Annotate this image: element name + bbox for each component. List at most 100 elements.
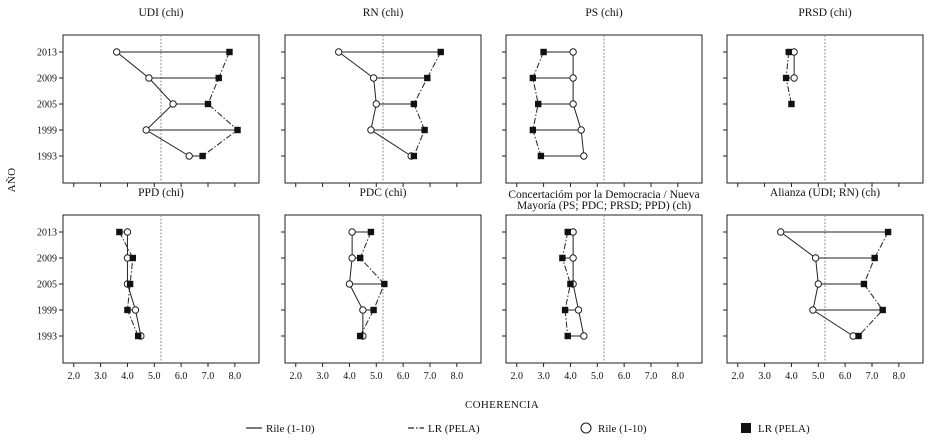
x-tick-label: 2.0 (289, 371, 302, 382)
y-tick-label: 1993 (37, 332, 57, 343)
rile-point (345, 280, 354, 288)
x-tick-label: 5.0 (591, 371, 604, 382)
panel-title: Concertacióm por la Democracia / Nueva (508, 189, 699, 201)
lr-point (437, 48, 444, 56)
y-tick-label: 2005 (37, 100, 57, 111)
rile-point (112, 48, 121, 56)
lr-point (129, 254, 137, 262)
lr-point (529, 126, 537, 134)
rile-point (372, 100, 380, 108)
lr-point (134, 332, 142, 340)
rile-point (574, 306, 583, 314)
lr-point (564, 228, 571, 236)
rile-point (131, 306, 140, 314)
y-axis-label: AÑO (6, 168, 18, 193)
lr-series-line (858, 231, 889, 337)
lr-point (782, 74, 790, 82)
x-tick-label: 4.0 (121, 371, 134, 382)
lr-series-line (413, 51, 442, 157)
rile-point (123, 228, 132, 236)
panel: PRSD (chi) (723, 7, 924, 187)
y-tick-label: 2009 (37, 254, 57, 265)
lr-point (788, 100, 795, 108)
x-tick-label: 2.0 (731, 371, 744, 382)
rile-point (348, 228, 356, 236)
rile-point (334, 48, 343, 56)
rile-point (359, 306, 367, 314)
lr-point (855, 332, 862, 340)
x-tick-label: 7.0 (645, 371, 658, 382)
rile-point (142, 126, 150, 134)
lr-point (421, 126, 428, 134)
x-tick-label: 3.0 (758, 371, 771, 382)
lr-point (126, 280, 134, 288)
lr-point (561, 306, 569, 314)
rile-point (367, 126, 375, 134)
lr-point (559, 254, 566, 262)
lr-point (124, 306, 131, 314)
panel-title: Mayoría (PS; PDC; PRSD; PPD) (ch) (517, 200, 691, 212)
x-tick-label: 7.0 (866, 371, 879, 382)
panel: UDI (chi) 2013 2009 2005 1999 1993 (37, 7, 260, 187)
x-tick-label: 8.0 (672, 371, 685, 382)
x-tick-label: 3.0 (537, 371, 550, 382)
lr-point (884, 228, 892, 236)
rile-point (776, 228, 785, 236)
x-tick-label: 4.0 (785, 371, 798, 382)
y-tick-label: 2009 (37, 74, 57, 85)
legend-swatch (580, 422, 592, 434)
x-tick-label: 7.0 (424, 371, 437, 382)
y-tick-label: 1999 (37, 126, 57, 137)
lr-point (410, 152, 418, 160)
lr-point (785, 48, 792, 56)
x-tick-label: 2.0 (67, 371, 80, 382)
rile-point (580, 332, 588, 340)
x-tick-label: 3.0 (94, 371, 107, 382)
x-tick-label: 7.0 (202, 371, 215, 382)
panel: Alianza (UDI; RN) (ch) 2.0 3.0 4.0 5.0 6.0 7.0… (723, 187, 924, 382)
x-tick-label: 6.0 (839, 371, 852, 382)
x-tick-label: 6.0 (397, 371, 410, 382)
panel-title: PS (chi) (585, 7, 623, 19)
lr-point (234, 126, 241, 134)
lr-point (381, 280, 388, 288)
rile-point (577, 126, 585, 134)
x-tick-label: 8.0 (229, 371, 242, 382)
y-tick-label: 2005 (37, 280, 57, 291)
legend: Rile (1-10) LR (PELA) Rile (1-10) LR (PELA) (246, 422, 810, 435)
y-tick-label: 2013 (37, 48, 57, 59)
lr-point (367, 228, 375, 236)
x-tick-label: 4.0 (343, 371, 356, 382)
x-tick-label: 4.0 (564, 371, 577, 382)
lr-point (215, 74, 222, 82)
lr-point (370, 306, 377, 314)
lr-point (871, 254, 878, 262)
panel-grid: UDI (chi) 2013 2009 2005 1999 1993 RN (chi) PS … (37, 7, 924, 382)
lr-point (204, 100, 212, 108)
lr-point (564, 332, 571, 340)
panel: PDC (chi) 2.0 3.0 4.0 5.0 6.0 7.0 8.0 (281, 187, 482, 382)
x-tick-label: 3.0 (316, 371, 329, 382)
rile-point (145, 74, 153, 82)
legend-label: Rile (1-10) (598, 423, 647, 435)
x-tick-label: 5.0 (370, 371, 383, 382)
lr-point (879, 306, 886, 314)
lr-point (537, 152, 545, 160)
legend-label: LR (PELA) (428, 423, 480, 435)
lr-point (860, 280, 868, 288)
rile-point (809, 306, 817, 314)
panel: PPD (chi) 2013 2009 2005 1999 1993 2.0 3.0 4.0 5.… (37, 187, 260, 382)
x-tick-label: 6.0 (175, 371, 188, 382)
lr-point (535, 100, 542, 108)
x-tick-label: 5.0 (812, 371, 825, 382)
rile-point (369, 74, 378, 82)
lr-point (567, 280, 574, 288)
legend-label: Rile (1-10) (266, 423, 315, 435)
panel: RN (chi) (281, 7, 482, 187)
rile-point (169, 100, 177, 108)
panel-title: UDI (chi) (138, 7, 183, 19)
rile-point (569, 254, 577, 262)
x-tick-label: 5.0 (148, 371, 161, 382)
lr-point (356, 254, 364, 262)
